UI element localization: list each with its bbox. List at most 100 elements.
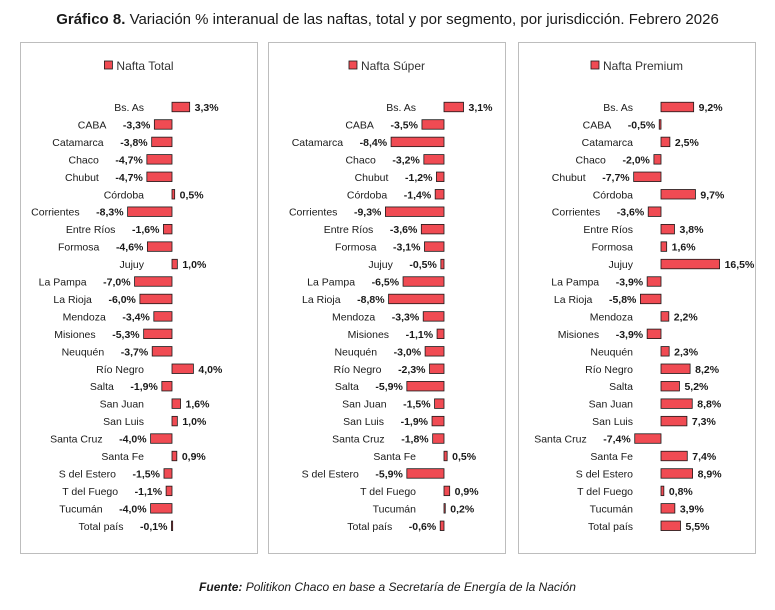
data-label: -3,7% [121, 346, 149, 358]
data-label: 1,0% [182, 416, 207, 428]
data-label: 7,3% [692, 416, 717, 428]
data-label: -1,8% [401, 434, 429, 446]
bar [171, 520, 174, 531]
legend-swatch [104, 60, 113, 70]
category-label: T del Fuego [62, 486, 118, 498]
category-label: S del Estero [576, 468, 633, 480]
bar [146, 154, 173, 165]
bar [163, 223, 173, 235]
category-label: T del Fuego [360, 486, 416, 498]
category-label: Chaco [68, 154, 99, 166]
category-label: La Rioja [554, 294, 593, 306]
chart-title-prefix: Gráfico 8. [56, 11, 126, 28]
data-label: -3,9% [616, 277, 644, 289]
category-label: San Luis [103, 416, 144, 428]
bar [151, 136, 173, 148]
bar [660, 398, 693, 409]
data-label: 9,7% [700, 189, 725, 201]
data-label: 0,8% [669, 486, 694, 498]
bar [439, 520, 445, 531]
bar [660, 258, 720, 270]
bar [436, 171, 445, 182]
data-label: -4,0% [119, 434, 147, 446]
bar [424, 346, 445, 357]
data-label: -2,3% [398, 364, 426, 376]
legend: Nafta Súper [348, 59, 425, 73]
bar [660, 101, 695, 113]
bar [402, 276, 445, 287]
category-label: San Juan [100, 399, 145, 411]
category-label: San Juan [342, 399, 387, 411]
category-label: Misiones [558, 329, 599, 341]
data-label: -7,4% [603, 434, 631, 446]
bar [660, 415, 688, 427]
data-label: -1,1% [406, 329, 434, 341]
category-label: Bs. As [114, 102, 144, 114]
bar [420, 223, 445, 235]
bar [660, 363, 691, 374]
category-label: Río Negro [334, 364, 382, 376]
data-label: -3,2% [392, 154, 420, 166]
data-label: -5,3% [112, 329, 140, 341]
panel-nafta-premium: Nafta Premium Bs. As 9,2% CABA -0,5% Catamarc… [518, 42, 756, 554]
bar [633, 171, 662, 182]
data-label: 2,2% [674, 311, 699, 323]
data-label: 5,5% [686, 521, 711, 533]
data-label: 0,2% [450, 503, 475, 515]
bar [171, 258, 178, 270]
source-text: Politikon Chaco en base a Secretaría de … [245, 580, 576, 594]
bar [660, 311, 670, 322]
category-label: Neuquén [62, 346, 105, 358]
data-label: -5,8% [609, 294, 637, 306]
data-label: 3,8% [679, 224, 704, 236]
bar [660, 189, 696, 200]
data-label: -9,3% [354, 207, 382, 219]
bar [443, 101, 464, 113]
category-label: Catamarca [52, 137, 104, 149]
chart-title-text: Variación % interanual de las naftas, to… [129, 11, 719, 28]
chart-svg: Nafta Súper Bs. As 3,1% CABA -3,5% Catamarca -… [289, 59, 493, 533]
category-label: Salta [335, 381, 359, 393]
bar [151, 346, 173, 357]
legend-label: Nafta Súper [361, 59, 425, 73]
bar [647, 206, 662, 217]
data-label: -3,1% [393, 242, 421, 254]
category-label: Neuquén [590, 346, 633, 358]
bar [443, 503, 446, 514]
bar [432, 433, 445, 444]
bar [143, 328, 173, 340]
panel-nafta-total: Nafta Total Bs. As 3,3% CABA -3,3% Catamarca -… [20, 42, 258, 554]
data-label: -6,0% [108, 294, 136, 306]
category-label: Formosa [335, 242, 377, 254]
data-label: 9,2% [699, 102, 724, 114]
data-label: 3,9% [680, 503, 705, 515]
data-label: -5,9% [375, 381, 403, 393]
data-label: -0,1% [140, 521, 168, 533]
category-label: Jujuy [608, 259, 633, 271]
data-label: 1,6% [186, 399, 211, 411]
bar [406, 468, 445, 479]
data-label: 3,3% [195, 102, 220, 114]
chart-title: Gráfico 8. Variación % interanual de las… [0, 11, 775, 28]
bar [153, 311, 173, 322]
category-label: Chubut [355, 172, 389, 184]
category-label: Río Negro [96, 364, 144, 376]
category-label: San Juan [589, 399, 634, 411]
category-label: Misiones [348, 329, 389, 341]
category-label: Chaco [345, 154, 376, 166]
data-label: -1,6% [132, 224, 160, 236]
bar [161, 381, 173, 392]
bar [434, 189, 445, 200]
category-label: Total país [588, 521, 633, 533]
category-label: T del Fuego [577, 486, 633, 498]
data-label: 2,3% [674, 346, 699, 358]
data-label: 16,5% [725, 259, 755, 271]
data-label: 7,4% [692, 451, 717, 463]
data-label: -1,1% [135, 486, 163, 498]
category-label: CABA [345, 119, 374, 131]
legend-label: Nafta Total [116, 59, 173, 73]
bar [429, 363, 445, 374]
category-label: Córdoba [347, 189, 387, 201]
category-label: Mendoza [63, 311, 106, 323]
category-label: Total país [79, 521, 124, 533]
